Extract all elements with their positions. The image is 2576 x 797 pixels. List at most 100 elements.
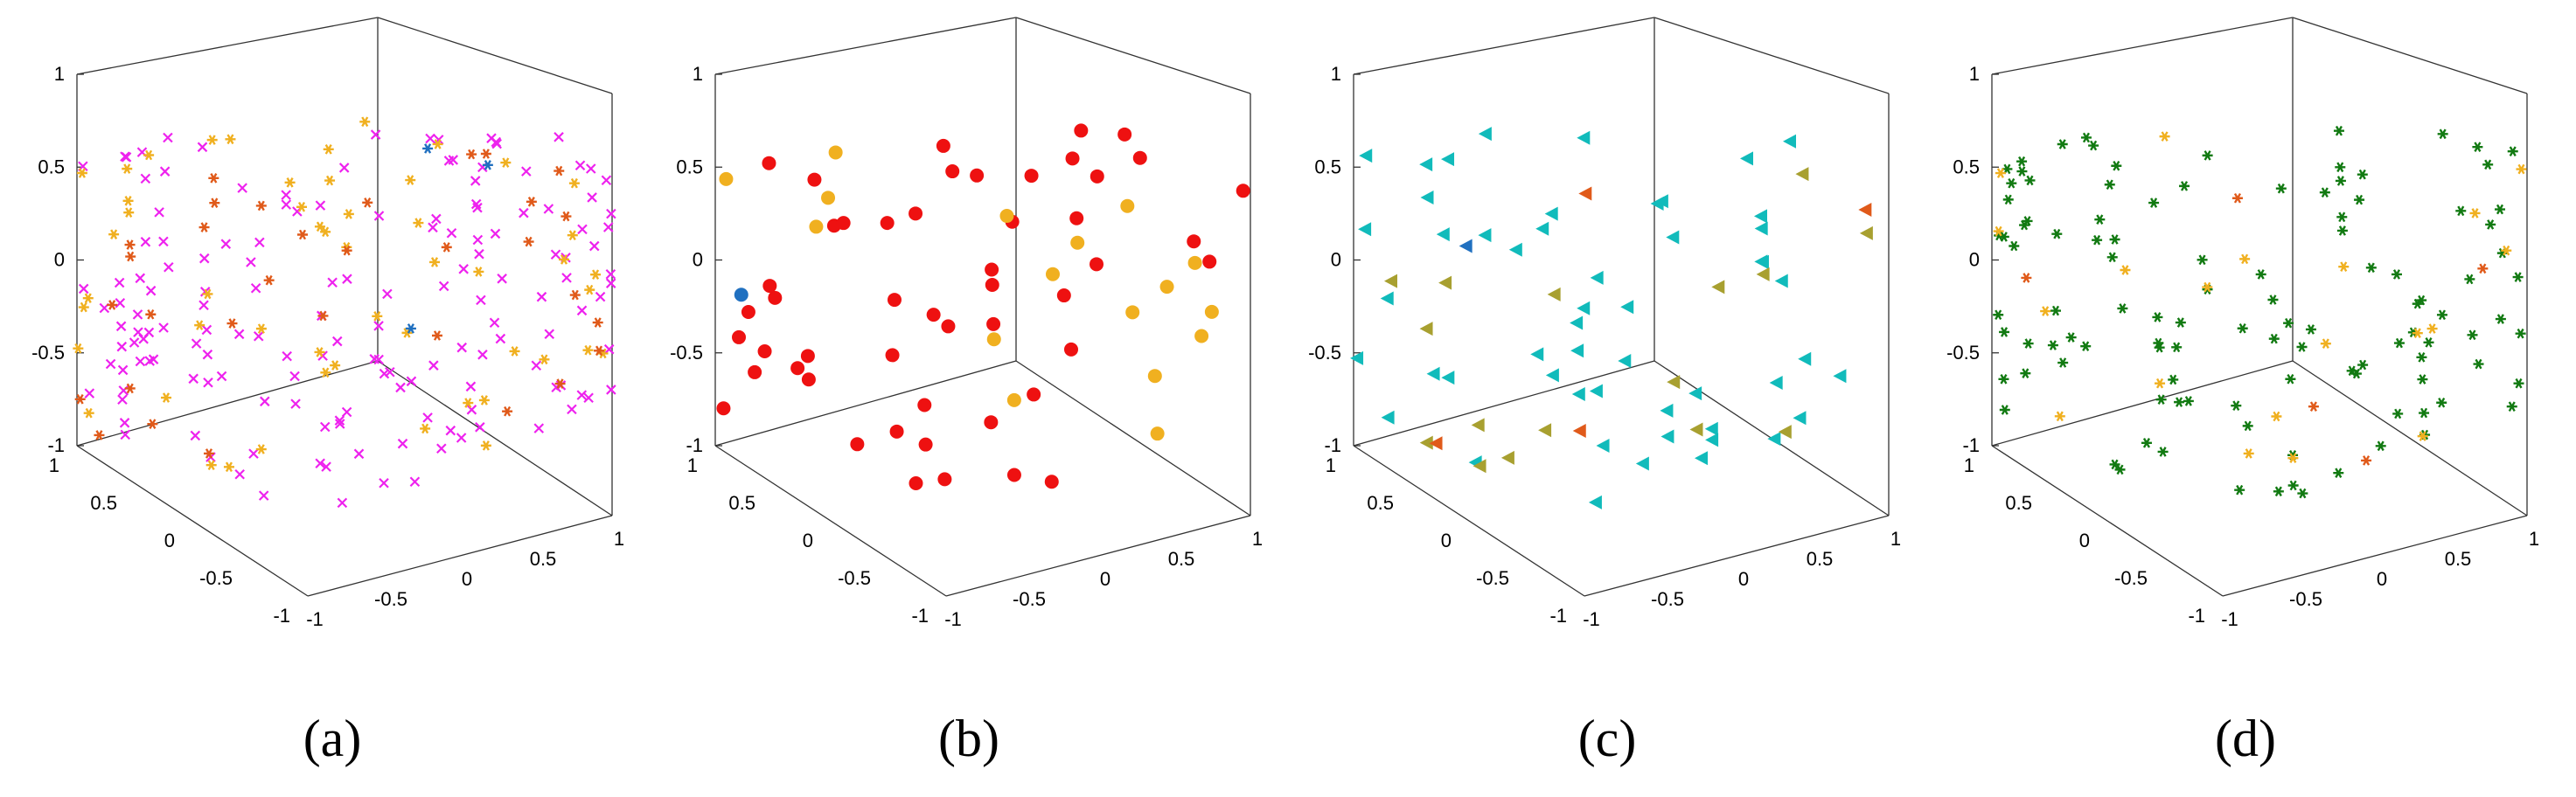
asterisk-marker	[122, 196, 134, 206]
asterisk-marker	[2255, 269, 2266, 280]
asterisk-marker	[124, 383, 136, 394]
x-marker	[382, 288, 393, 300]
triangle-marker	[1858, 203, 1872, 218]
x-tick-label: -1	[1549, 605, 1567, 627]
asterisk-marker	[554, 378, 566, 389]
circle-marker	[1024, 169, 1039, 184]
asterisk-marker	[2297, 488, 2308, 499]
y-tick-label: 0	[1100, 568, 1110, 590]
asterisk-marker	[323, 144, 334, 155]
asterisk-marker	[2305, 324, 2316, 335]
axis-line	[945, 515, 1251, 597]
axis-line	[2292, 17, 2528, 94]
triangle-marker	[1660, 429, 1674, 444]
triangle-marker	[1793, 411, 1807, 426]
asterisk-marker	[74, 393, 86, 405]
axis-line	[76, 445, 309, 597]
triangle-marker	[1571, 387, 1585, 402]
asterisk-marker	[2057, 357, 2069, 368]
asterisk-marker	[559, 254, 570, 265]
x-marker	[197, 142, 208, 153]
asterisk-marker	[429, 257, 441, 267]
triangle-marker	[1535, 221, 1549, 236]
asterisk-marker	[553, 165, 565, 177]
x-tick-label: 1	[687, 454, 698, 476]
triangle-marker	[1429, 436, 1443, 451]
asterisk-marker	[255, 200, 267, 211]
asterisk-marker	[2019, 219, 2030, 231]
asterisk-marker	[405, 175, 416, 185]
asterisk-marker	[2054, 411, 2065, 422]
x-marker	[465, 381, 477, 392]
asterisk-marker	[1993, 225, 2004, 237]
asterisk-marker	[2006, 177, 2017, 189]
x-marker	[248, 448, 259, 459]
triangle-marker	[1650, 197, 1664, 211]
asterisk-marker	[463, 398, 474, 408]
x-marker	[338, 163, 350, 173]
asterisk-marker	[480, 440, 491, 451]
x-marker	[448, 155, 459, 165]
axis-line	[1654, 17, 1890, 94]
x-marker	[406, 376, 417, 387]
asterisk-marker	[124, 239, 136, 250]
triangle-marker	[1588, 495, 1602, 509]
triangle-marker	[1783, 134, 1797, 149]
y-tick-label: 0.5	[1807, 548, 1834, 570]
asterisk-marker	[582, 344, 594, 356]
asterisk-marker	[2047, 340, 2058, 350]
x-marker	[321, 461, 331, 472]
circle-marker	[937, 472, 952, 487]
asterisk-marker	[2354, 194, 2365, 205]
x-marker	[281, 199, 292, 210]
panel-c: 10.50-0.5-110.50-0.5-1 -1-0.500.51 (c)	[1308, 17, 1901, 767]
asterisk-marker	[145, 308, 157, 320]
circle-marker	[807, 172, 822, 187]
z-tick-label: -1	[1962, 434, 1980, 456]
asterisk-marker	[2357, 359, 2369, 371]
x-marker	[133, 327, 143, 337]
x-marker	[237, 183, 247, 193]
asterisk-marker	[125, 251, 136, 262]
triangle-marker	[1478, 127, 1492, 142]
y-tick-label: -1	[1583, 608, 1600, 630]
asterisk-marker	[2234, 484, 2245, 496]
x-marker	[606, 208, 616, 219]
asterisk-marker	[500, 157, 512, 168]
asterisk-marker	[2051, 228, 2063, 239]
asterisk-marker	[509, 346, 520, 357]
circle-marker	[909, 206, 923, 221]
asterisk-marker	[2080, 132, 2092, 143]
asterisk-marker	[2104, 179, 2115, 191]
x-marker	[428, 360, 439, 371]
asterisk-marker	[320, 226, 331, 238]
x-marker	[521, 166, 532, 177]
scatter3d-plot-c: 10.50-0.5-110.50-0.5-1 -1-0.500.51	[1308, 17, 1901, 630]
circle-marker	[762, 279, 777, 294]
asterisk-marker	[203, 448, 214, 459]
triangle-marker	[1666, 230, 1680, 245]
circle-marker	[748, 364, 762, 379]
asterisk-marker	[2319, 187, 2330, 198]
circle-marker	[719, 171, 734, 186]
x-marker	[588, 240, 600, 252]
asterisk-marker	[2512, 272, 2524, 282]
asterisk-marker	[2231, 192, 2243, 204]
asterisk-marker	[122, 163, 133, 174]
x-tick-label: 1	[1326, 454, 1336, 476]
axis-line	[307, 515, 613, 597]
asterisk-marker	[2152, 312, 2163, 322]
asterisk-marker	[2174, 397, 2185, 407]
circle-marker	[1056, 288, 1071, 303]
circle-marker	[1069, 211, 1084, 225]
asterisk-marker	[330, 360, 341, 371]
asterisk-marker	[2473, 358, 2484, 370]
x-marker	[458, 264, 469, 274]
asterisk-marker	[2417, 431, 2428, 441]
x-marker	[431, 213, 442, 225]
x-marker	[135, 356, 146, 367]
x-marker	[602, 222, 614, 232]
triangle-marker	[1705, 433, 1719, 447]
asterisk-marker	[2155, 378, 2166, 389]
